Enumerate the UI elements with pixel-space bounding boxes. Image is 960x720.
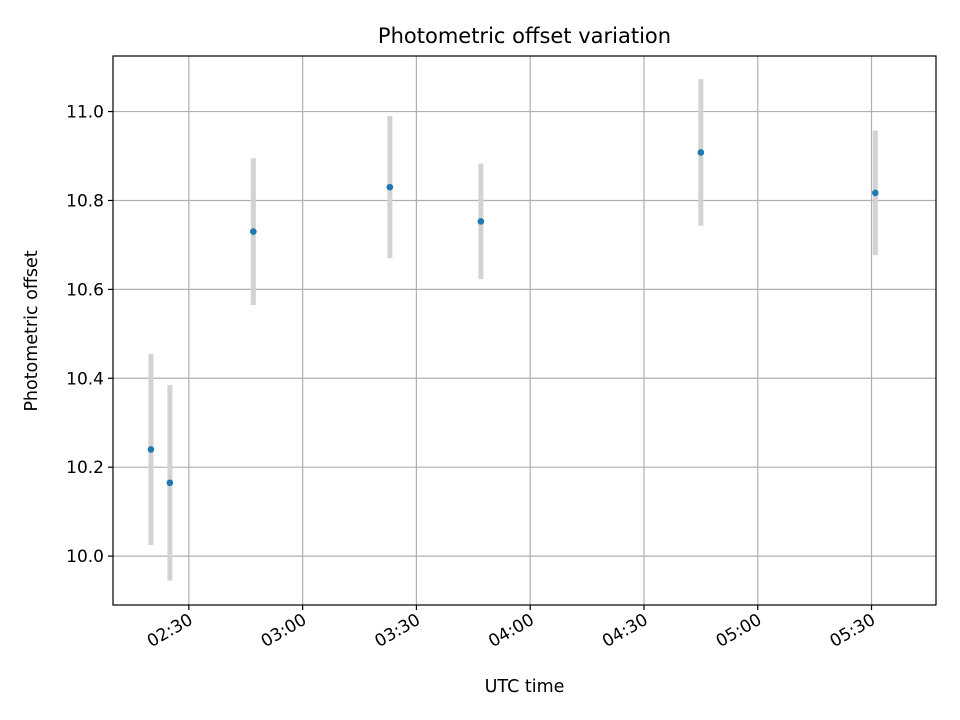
y-tick-label: 10.0 bbox=[66, 547, 104, 567]
y-axis-title: Photometric offset bbox=[22, 250, 42, 411]
data-point bbox=[697, 149, 705, 156]
y-tick-label: 10.4 bbox=[66, 369, 104, 389]
y-axis-ticks: 10.0 10.2 10.4 10.6 10.8 11.0 bbox=[66, 103, 113, 567]
data-point bbox=[386, 183, 394, 191]
data-point bbox=[250, 228, 257, 235]
x-axis-title: UTC time bbox=[485, 677, 565, 697]
y-tick-label: 11.0 bbox=[66, 103, 104, 123]
plot-frame bbox=[112, 55, 937, 606]
data-point bbox=[872, 189, 879, 197]
y-tick-label: 10.2 bbox=[66, 458, 104, 478]
y-tick-label: 10.8 bbox=[66, 191, 104, 211]
data-point bbox=[166, 479, 174, 487]
grid bbox=[113, 56, 936, 605]
data-markers bbox=[147, 149, 879, 487]
chart-title: Photometric offset variation bbox=[378, 24, 671, 48]
data-point bbox=[147, 446, 155, 453]
data-point bbox=[477, 218, 485, 225]
y-tick-label: 10.6 bbox=[66, 280, 104, 300]
